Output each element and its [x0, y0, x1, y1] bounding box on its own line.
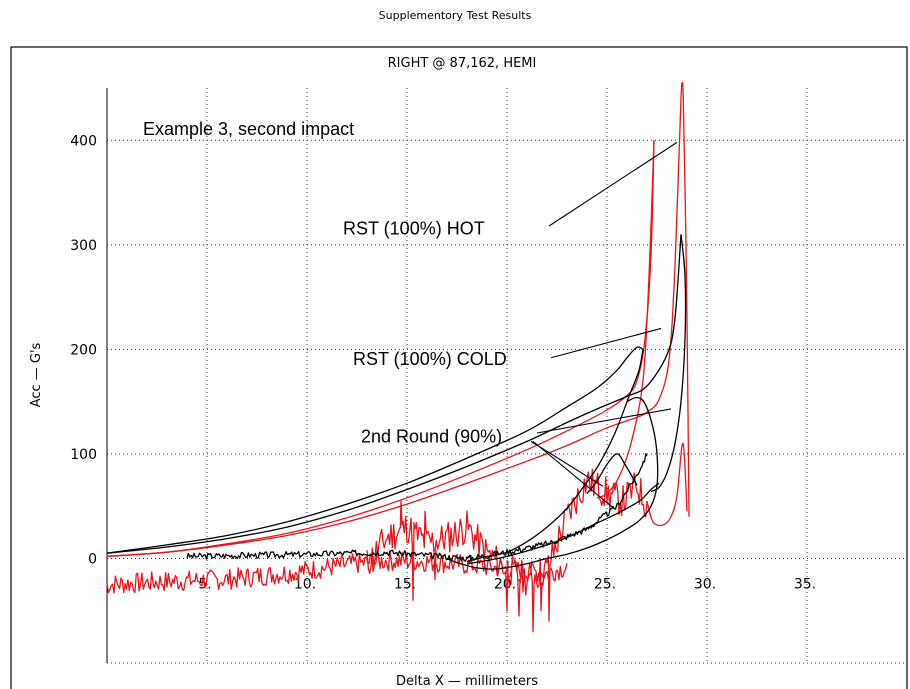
annotation-pointer	[536, 408, 672, 434]
x-tick-label: 10.	[294, 576, 316, 592]
annotation-label: 2nd Round (90%)	[361, 426, 502, 446]
y-tick-label: 300	[70, 238, 97, 254]
series-line-black	[650, 234, 687, 493]
chart-title: RIGHT @ 87,162, HEMI	[388, 56, 537, 71]
y-tick-label: 200	[70, 342, 97, 358]
annotation-pointer	[530, 440, 604, 487]
annotation-pointer	[550, 327, 662, 359]
series-line-black	[446, 396, 659, 570]
annotation-label: RST (100%) COLD	[353, 349, 507, 369]
annotations: Example 3, second impact RST (100%) HOT RS…	[143, 119, 678, 510]
y-tick-label: 100	[70, 447, 97, 463]
series-line-black	[106, 346, 644, 554]
tick-labels: 5. 10. 15. 20. 25. 30. 35. 0 100 200 300 400	[70, 133, 816, 592]
x-tick-label: 30.	[694, 576, 716, 592]
annotation-pointer	[532, 440, 616, 510]
y-axis-label: Acc — G's	[29, 342, 44, 407]
series-line-red	[646, 442, 688, 527]
x-tick-label: 5.	[198, 576, 211, 592]
annotation-label: RST (100%) HOT	[343, 218, 485, 238]
y-tick-label: 400	[70, 133, 97, 149]
series-line-red	[106, 140, 655, 558]
annotation-label: Example 3, second impact	[143, 119, 354, 139]
x-tick-label: 20.	[494, 576, 516, 592]
page-title: Supplementory Test Results	[379, 9, 532, 22]
x-tick-label: 25.	[594, 576, 616, 592]
x-tick-label: 35.	[794, 576, 816, 592]
y-tick-label: 0	[88, 551, 97, 567]
series-line-red	[106, 81, 684, 558]
series-line-black	[106, 234, 682, 554]
x-tick-label: 15.	[394, 576, 416, 592]
x-axis-label: Delta X — millimeters	[396, 674, 538, 689]
series-line-red	[682, 87, 690, 517]
series-line-black	[186, 452, 648, 562]
series-line-black	[466, 349, 644, 563]
series-group	[106, 81, 690, 633]
annotation-pointer	[548, 141, 678, 227]
grid	[107, 88, 907, 664]
series-line-black	[466, 482, 660, 565]
